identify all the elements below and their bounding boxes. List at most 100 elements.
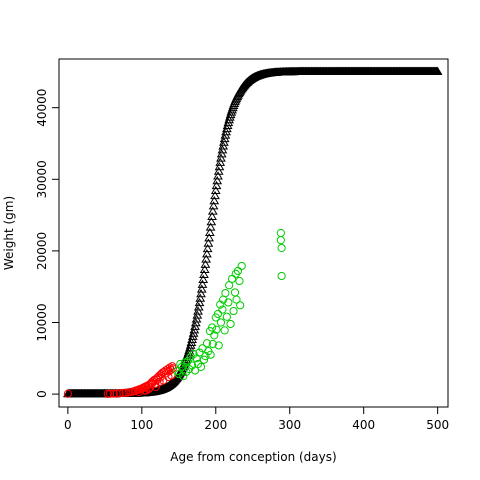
y-axis: 0 10000 20000 30000 40000 — [35, 89, 60, 398]
x-tick-label: 400 — [352, 418, 375, 432]
data-point — [198, 274, 209, 283]
y-tick-label: 10000 — [35, 303, 49, 341]
data-point — [200, 259, 211, 268]
data-point — [208, 201, 219, 210]
data-point — [227, 274, 237, 283]
series-2 — [173, 228, 286, 381]
data-point — [208, 339, 217, 349]
data-point — [112, 389, 121, 398]
data-point — [216, 149, 227, 158]
data-point — [203, 238, 214, 247]
data-point — [186, 352, 195, 361]
y-axis-label: Weight (gm) — [2, 196, 16, 270]
y-tick-label: 20000 — [35, 232, 49, 270]
data-point — [202, 243, 213, 253]
data-point — [236, 301, 245, 310]
y-tick-label: 30000 — [35, 160, 49, 198]
data-point — [216, 153, 226, 162]
data-point — [204, 233, 214, 242]
data-point — [212, 325, 221, 334]
series-layer — [63, 66, 443, 398]
data-point — [222, 312, 231, 321]
data-point — [204, 227, 215, 237]
data-point — [217, 145, 228, 154]
data-point — [226, 107, 237, 116]
data-point — [214, 162, 225, 171]
data-point — [205, 222, 216, 231]
data-point — [230, 288, 240, 297]
data-point — [196, 362, 206, 372]
data-point — [221, 289, 230, 298]
data-point — [201, 254, 212, 263]
data-point — [193, 359, 203, 369]
data-point — [194, 297, 205, 307]
data-point — [235, 276, 244, 286]
data-point — [179, 372, 188, 381]
x-tick-label: 200 — [204, 418, 227, 432]
data-point — [159, 376, 168, 385]
data-point — [185, 343, 195, 352]
data-point — [232, 295, 241, 304]
data-point — [195, 348, 204, 357]
data-point — [191, 314, 202, 323]
x-tick-label: 500 — [426, 418, 449, 432]
data-point — [139, 386, 149, 395]
data-point — [207, 211, 217, 220]
data-point — [216, 318, 226, 327]
data-point — [192, 310, 203, 319]
data-point — [144, 384, 153, 394]
data-point — [224, 298, 233, 307]
series-0 — [63, 66, 443, 398]
x-tick-label: 0 — [64, 418, 72, 432]
x-tick-label: 100 — [130, 418, 153, 432]
data-point — [225, 109, 236, 119]
data-point — [277, 271, 286, 281]
x-tick-label: 300 — [278, 418, 301, 432]
data-point — [276, 236, 285, 245]
data-point — [277, 243, 286, 253]
data-point — [231, 269, 240, 278]
data-point — [182, 367, 191, 377]
data-point — [206, 350, 215, 359]
data-point — [109, 389, 118, 398]
data-point — [155, 377, 164, 387]
data-point — [185, 340, 196, 349]
data-point — [224, 281, 234, 290]
data-point — [63, 389, 72, 398]
data-point — [195, 293, 206, 302]
x-axis-label: Age from conception (days) — [170, 450, 336, 464]
data-point — [229, 306, 238, 316]
data-point — [226, 319, 235, 329]
data-point — [174, 369, 183, 379]
data-point — [156, 373, 165, 382]
data-point — [177, 362, 186, 372]
data-point — [199, 269, 209, 278]
data-point — [224, 112, 235, 121]
data-point — [196, 284, 207, 293]
data-point — [215, 157, 226, 166]
data-point — [220, 326, 229, 335]
data-point — [214, 341, 223, 350]
data-point — [237, 261, 246, 271]
data-point — [189, 349, 198, 359]
y-tick-label: 0 — [35, 390, 49, 398]
data-point — [212, 176, 223, 185]
data-point — [193, 302, 204, 311]
data-point — [202, 339, 212, 348]
plot-frame — [58, 58, 449, 408]
data-point — [210, 190, 220, 200]
data-point — [115, 389, 124, 398]
data-point — [197, 279, 208, 288]
data-point — [163, 364, 172, 374]
data-point — [207, 323, 217, 332]
data-point — [223, 117, 234, 127]
data-point — [183, 357, 192, 366]
data-point — [213, 171, 223, 180]
data-point — [199, 264, 210, 273]
data-point — [105, 389, 115, 398]
data-point — [209, 196, 220, 205]
data-point — [206, 217, 217, 226]
data-point — [196, 289, 206, 298]
series-1 — [63, 362, 177, 398]
